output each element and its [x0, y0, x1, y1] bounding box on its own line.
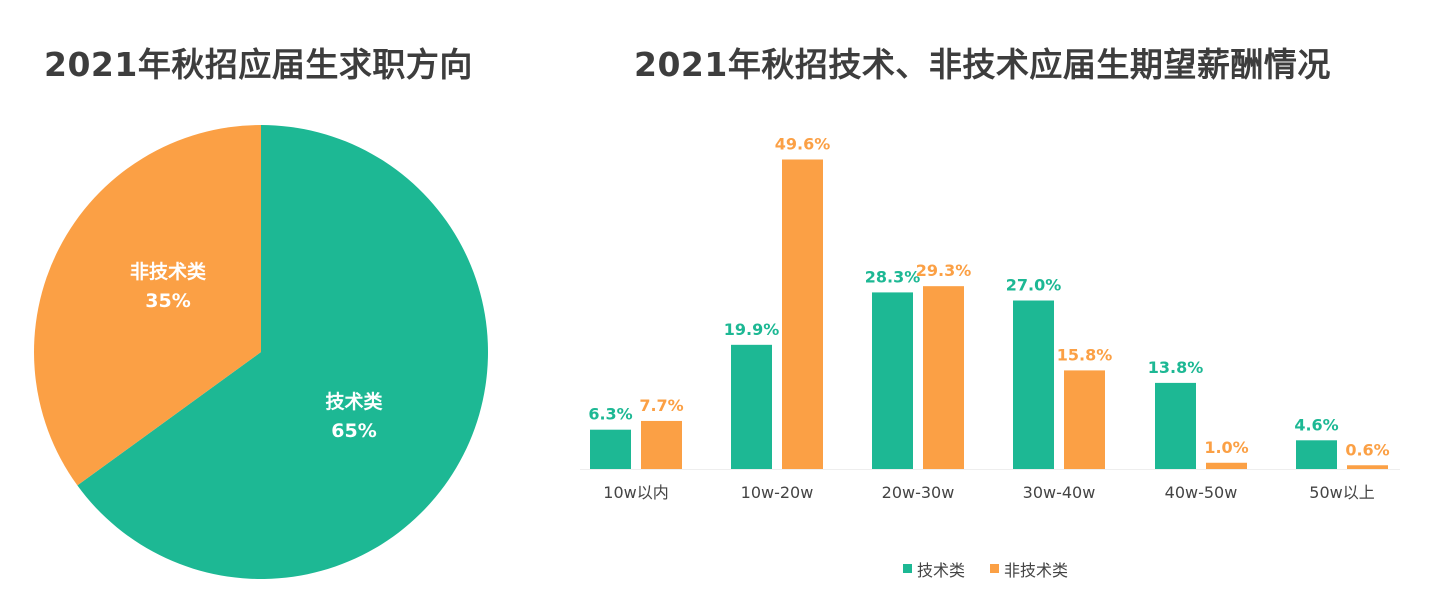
- bar-tech: [1296, 440, 1337, 469]
- pie-slice-percent: 35%: [145, 290, 190, 312]
- legend-swatch: [990, 564, 999, 573]
- bar-nontech: [1347, 465, 1388, 469]
- bar-nontech: [923, 286, 964, 469]
- bar-data-label: 49.6%: [775, 134, 831, 153]
- pie-chart-title: 2021年秋招应届生求职方向: [44, 45, 473, 84]
- bar-nontech: [1064, 370, 1105, 469]
- bar-data-label: 15.8%: [1057, 345, 1113, 364]
- x-tick-label: 20w-30w: [882, 483, 955, 502]
- bar-tech: [731, 344, 772, 469]
- x-tick-label: 10w以内: [603, 483, 668, 502]
- x-tick-label: 50w以上: [1309, 483, 1374, 502]
- legend-label: 非技术类: [1004, 561, 1068, 580]
- pie-slice-percent: 65%: [331, 420, 376, 442]
- bar-chart-title: 2021年秋招技术、非技术应届生期望薪酬情况: [634, 45, 1331, 84]
- bar-data-label: 27.0%: [1006, 276, 1062, 295]
- legend-label: 技术类: [917, 561, 965, 580]
- bar-nontech: [782, 159, 823, 469]
- pie-slice-tech: [77, 125, 489, 580]
- x-tick-label: 30w-40w: [1023, 483, 1096, 502]
- pie-slice-label: 非技术类: [130, 260, 206, 283]
- bar-data-label: 28.3%: [865, 267, 921, 286]
- pie-slice-label: 技术类: [325, 390, 382, 413]
- bar-nontech: [641, 420, 682, 469]
- bar-data-label: 1.0%: [1204, 438, 1248, 457]
- bar-data-label: 29.3%: [916, 261, 972, 280]
- bar-data-label: 13.8%: [1148, 358, 1204, 377]
- bar-data-label: 0.6%: [1345, 440, 1389, 459]
- bar-tech: [590, 429, 631, 469]
- bar-data-label: 19.9%: [724, 320, 780, 339]
- bar-nontech: [1206, 462, 1247, 469]
- x-tick-label: 40w-50w: [1165, 483, 1238, 502]
- bar-tech: [872, 292, 913, 469]
- x-tick-label: 10w-20w: [741, 483, 814, 502]
- bar-tech: [1155, 382, 1196, 469]
- bar-data-label: 6.3%: [588, 405, 632, 424]
- bar-data-label: 7.7%: [639, 396, 683, 415]
- pie-slice-nontech: [34, 125, 262, 486]
- bar-data-label: 4.6%: [1294, 415, 1338, 434]
- legend-swatch: [903, 564, 912, 573]
- bar-tech: [1013, 300, 1054, 469]
